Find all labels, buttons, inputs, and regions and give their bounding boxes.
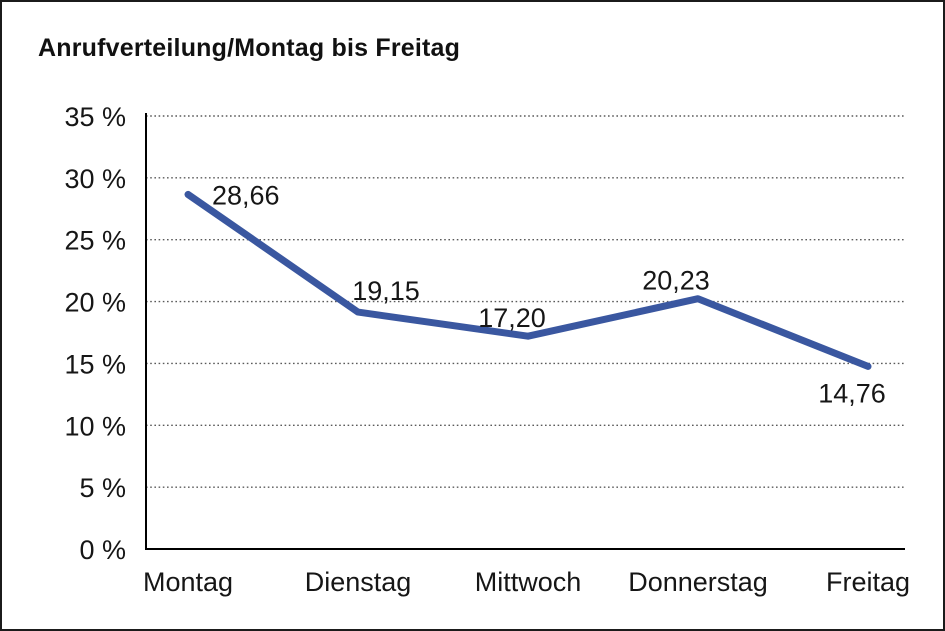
y-tick-label: 15 % bbox=[64, 349, 126, 379]
y-tick-label: 30 % bbox=[64, 164, 126, 194]
x-category-label: Dienstag bbox=[305, 567, 412, 597]
data-point-label: 14,76 bbox=[818, 378, 886, 408]
chart-title: Anrufverteilung/Montag bis Freitag bbox=[38, 34, 461, 62]
y-tick-label: 10 % bbox=[64, 411, 126, 441]
y-tick-label: 5 % bbox=[79, 473, 126, 503]
y-tick-label: 20 % bbox=[64, 288, 126, 318]
data-point-label: 20,23 bbox=[642, 266, 710, 296]
x-category-label: Mittwoch bbox=[475, 567, 582, 597]
y-tick-label: 0 % bbox=[79, 535, 126, 565]
x-category-label: Donnerstag bbox=[628, 567, 768, 597]
y-tick-label: 25 % bbox=[64, 226, 126, 256]
series-line bbox=[184, 190, 872, 370]
data-point-label: 19,15 bbox=[352, 276, 420, 306]
x-category-label: Freitag bbox=[826, 567, 910, 597]
data-point-label: 17,20 bbox=[478, 303, 546, 333]
data-point-label: 28,66 bbox=[212, 180, 280, 210]
y-tick-label: 35 % bbox=[64, 102, 126, 132]
x-category-label: Montag bbox=[143, 567, 233, 597]
